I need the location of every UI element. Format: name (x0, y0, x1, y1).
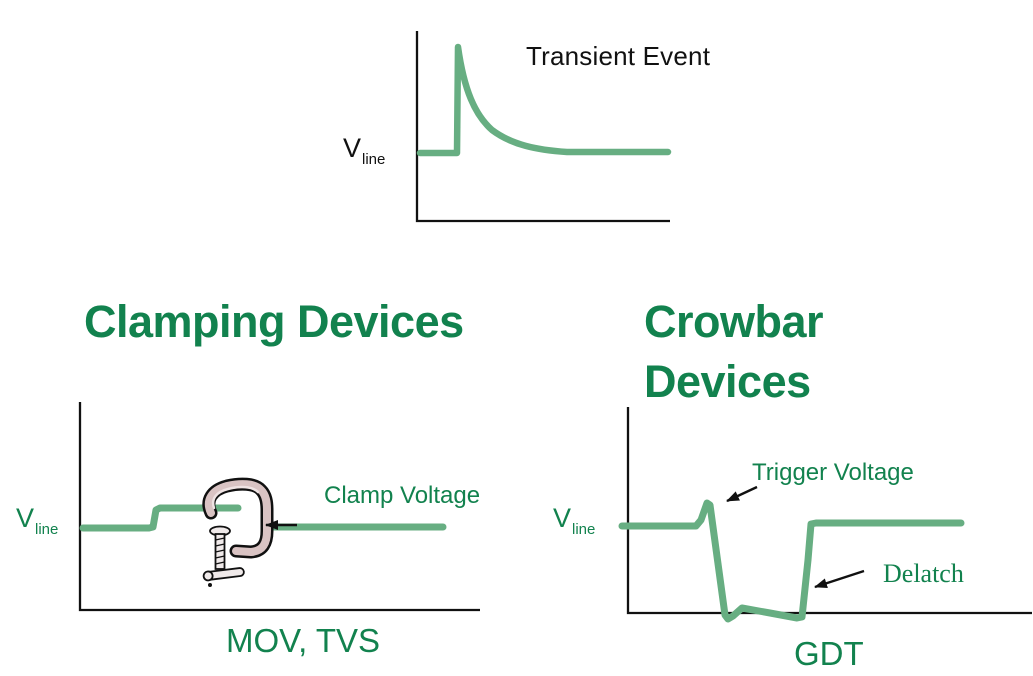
clamping-curve-before-clamp (79, 504, 242, 532)
transient-panel-plot (415, 31, 672, 223)
crowbar-vline-main: V (553, 503, 572, 533)
transient-axes (415, 31, 670, 223)
clamp-screw-handle (202, 567, 245, 582)
transient-vline-main: V (343, 133, 362, 163)
c-clamp-frame (204, 480, 271, 556)
c-clamp-frame-highlight (211, 485, 260, 510)
clamping-panel-plot (78, 402, 480, 612)
crowbar-vline-sub: line (572, 521, 596, 538)
crowbar-heading-line1: Crowbar (644, 296, 824, 347)
gdt-caption: GDT (794, 635, 864, 672)
transient-curve (416, 43, 672, 157)
crowbar-vline-label: Vline (553, 503, 595, 538)
mov-tvs-caption: MOV, TVS (226, 622, 381, 659)
transient-vline-label: Vline (343, 133, 385, 168)
delatch-arrow (814, 569, 865, 589)
clamp-handle-dot (208, 583, 212, 587)
c-clamp-illustration (202, 477, 274, 587)
clamping-axes (78, 402, 480, 612)
delatch-label: Delatch (883, 559, 964, 588)
clamping-vline-main: V (16, 503, 35, 533)
transient-vline-sub: line (362, 151, 386, 168)
trigger-voltage-label: Trigger Voltage (752, 459, 914, 486)
crowbar-axes (626, 407, 1032, 615)
clamping-vline-sub: line (35, 521, 59, 538)
crowbar-curve (618, 499, 965, 623)
crowbar-heading-line2: Devices (644, 356, 811, 407)
trigger-voltage-arrow (726, 485, 758, 503)
clamp-voltage-label: Clamp Voltage (324, 482, 481, 509)
clamping-vline-label: Vline (16, 503, 58, 538)
transient-event-title: Transient Event (526, 41, 711, 71)
clamping-devices-heading: Clamping Devices (84, 296, 464, 347)
clamp-screw-threads (215, 537, 225, 565)
crowbar-panel-plot (618, 407, 1032, 623)
